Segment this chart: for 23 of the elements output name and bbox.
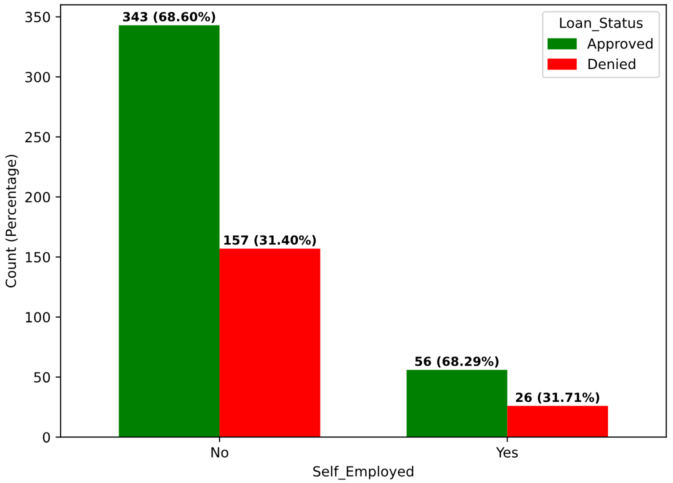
- bar: [118, 25, 220, 438]
- y-tick-label: 100: [26, 312, 50, 323]
- x-tick-label: Yes: [496, 447, 518, 458]
- y-tick-label: 250: [25, 132, 50, 142]
- y-tick-label: 350: [25, 12, 50, 22]
- y-tick-label: 200: [25, 192, 50, 202]
- data-label: 56 (68.29%): [415, 356, 498, 368]
- legend-label: Denied: [588, 58, 636, 70]
- data-label: 343 (68.60%): [123, 12, 216, 23]
- y-tick-label: 300: [25, 72, 50, 82]
- legend-label: Approved: [587, 38, 653, 52]
- y-axis-title: Count (Percentage): [5, 154, 19, 288]
- data-label: 157 (31.40%): [224, 235, 316, 246]
- x-tick-label: No: [211, 447, 228, 458]
- data-label: 26 (31.71%): [516, 392, 600, 404]
- y-tick-label: 0: [42, 432, 50, 443]
- bar: [220, 248, 320, 438]
- y-tick-label: 150: [26, 252, 50, 262]
- bar: [507, 406, 608, 438]
- legend-title: Loan_Status: [560, 18, 643, 32]
- x-axis-title: Self_Employed: [313, 466, 414, 480]
- bar: [406, 370, 508, 438]
- y-tick-label: 50: [34, 372, 50, 383]
